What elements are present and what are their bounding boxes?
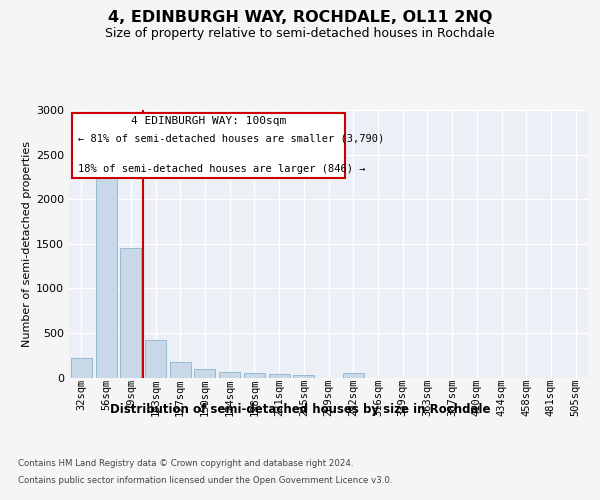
- Bar: [219, 372, 240, 378]
- Text: Contains HM Land Registry data © Crown copyright and database right 2024.: Contains HM Land Registry data © Crown c…: [18, 458, 353, 468]
- Bar: [194, 368, 215, 378]
- Text: 4 EDINBURGH WAY: 100sqm: 4 EDINBURGH WAY: 100sqm: [131, 116, 286, 126]
- Text: 18% of semi-detached houses are larger (846) →: 18% of semi-detached houses are larger (…: [78, 164, 365, 173]
- Bar: [95, 175, 116, 378]
- Bar: [244, 374, 265, 378]
- Text: 4, EDINBURGH WAY, ROCHDALE, OL11 2NQ: 4, EDINBURGH WAY, ROCHDALE, OL11 2NQ: [108, 10, 492, 25]
- Text: ← 81% of semi-detached houses are smaller (3,790): ← 81% of semi-detached houses are smalle…: [78, 134, 384, 143]
- Bar: [293, 375, 314, 378]
- Text: Contains public sector information licensed under the Open Government Licence v3: Contains public sector information licen…: [18, 476, 392, 485]
- Y-axis label: Number of semi-detached properties: Number of semi-detached properties: [22, 141, 32, 347]
- Bar: [145, 340, 166, 378]
- Bar: [269, 374, 290, 378]
- Bar: [120, 248, 141, 378]
- Bar: [343, 374, 364, 378]
- Bar: [170, 362, 191, 378]
- Text: Size of property relative to semi-detached houses in Rochdale: Size of property relative to semi-detach…: [105, 28, 495, 40]
- Bar: [71, 358, 92, 378]
- Text: Distribution of semi-detached houses by size in Rochdale: Distribution of semi-detached houses by …: [110, 402, 490, 415]
